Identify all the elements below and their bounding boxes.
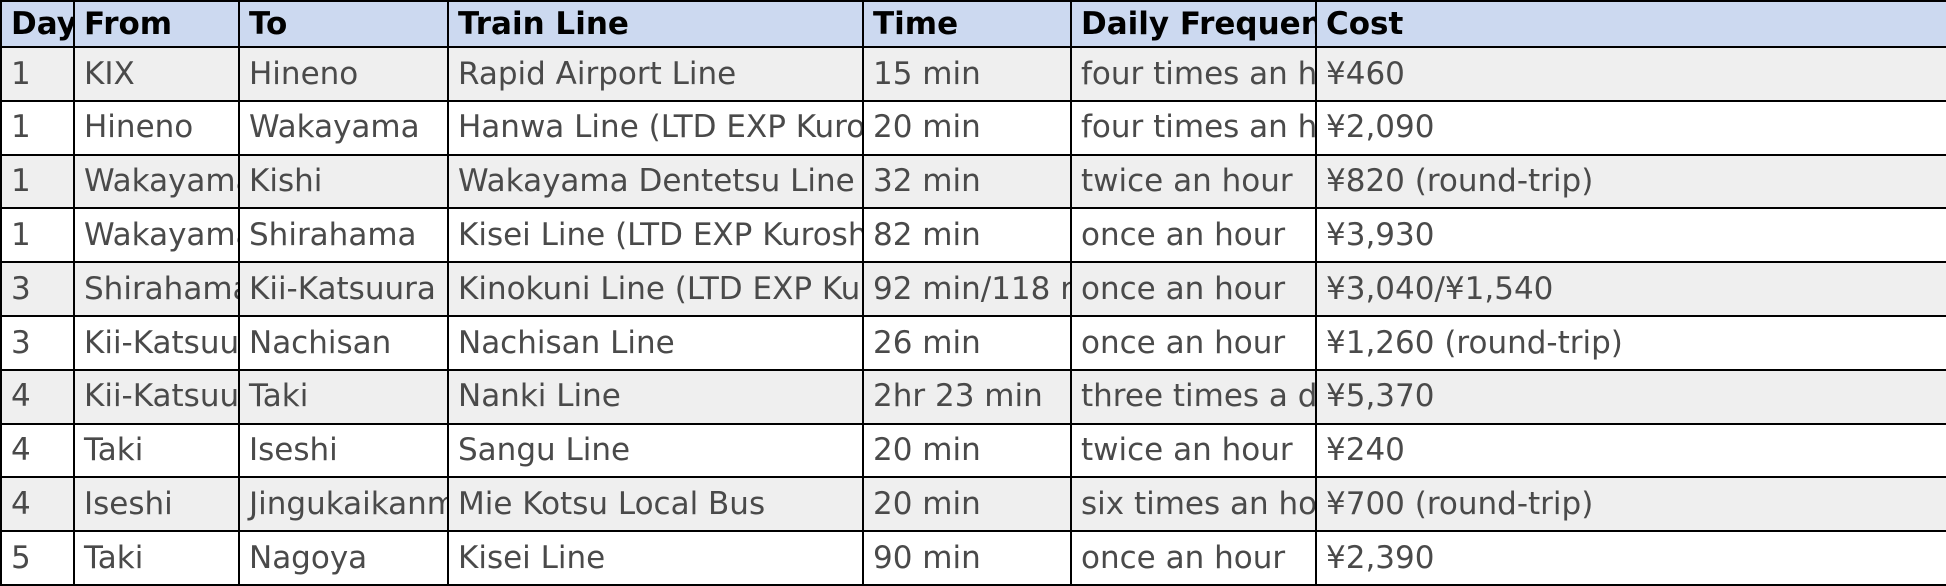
cell-cost: ¥700 (round-trip) (1315, 476, 1946, 533)
cell-time: 32 min (862, 153, 1072, 210)
table-row[interactable]: 5 Taki Nagoya Kisei Line 90 min once an … (0, 530, 1946, 586)
cell-time: 90 min (862, 530, 1072, 586)
cell-day: 4 (0, 368, 75, 425)
cell-to: Iseshi (238, 422, 449, 479)
cell-day: 1 (0, 46, 75, 102)
cell-to: Hineno (238, 46, 449, 102)
table-row[interactable]: 4 Taki Iseshi Sangu Line 20 min twice an… (0, 422, 1946, 479)
cell-day: 5 (0, 530, 75, 586)
cell-train-line: Rapid Airport Line (447, 46, 864, 102)
cell-daily-frequency: once an hour (1070, 207, 1317, 264)
cell-from: Taki (73, 422, 240, 479)
table-row[interactable]: 4 Kii-Katsuura Taki Nanki Line 2hr 23 mi… (0, 368, 1946, 425)
cell-time: 15 min (862, 46, 1072, 102)
table-header: Day From To Train Line Time Daily Freque… (0, 0, 1946, 48)
cell-from: Wakayama (73, 153, 240, 210)
cell-day: 4 (0, 476, 75, 533)
cell-time: 92 min/118 min (862, 261, 1072, 317)
cell-from: Kii-Katsuura (73, 314, 240, 371)
cell-to: Kishi (238, 153, 449, 210)
cell-to: Nagoya (238, 530, 449, 586)
cell-daily-frequency: four times an hour (1070, 99, 1317, 156)
cell-time: 20 min (862, 99, 1072, 156)
table-row[interactable]: 1 Hineno Wakayama Hanwa Line (LTD EXP Ku… (0, 99, 1946, 156)
cell-to: Nachisan (238, 314, 449, 371)
cell-cost: ¥1,260 (round-trip) (1315, 314, 1946, 371)
cell-day: 3 (0, 261, 75, 317)
cell-cost: ¥460 (1315, 46, 1946, 102)
cell-time: 20 min (862, 422, 1072, 479)
cell-train-line: Kinokuni Line (LTD EXP Kuroshio) (447, 261, 864, 317)
column-header-train-line[interactable]: Train Line (447, 0, 864, 48)
cell-from: Kii-Katsuura (73, 368, 240, 425)
column-header-time[interactable]: Time (862, 0, 1072, 48)
cell-time: 82 min (862, 207, 1072, 264)
cell-cost: ¥3,930 (1315, 207, 1946, 264)
cell-cost: ¥5,370 (1315, 368, 1946, 425)
cell-daily-frequency: three times a day (1070, 368, 1317, 425)
cell-train-line: Hanwa Line (LTD EXP Kuroshio) (447, 99, 864, 156)
cell-to: Shirahama (238, 207, 449, 264)
cell-day: 1 (0, 99, 75, 156)
cell-train-line: Wakayama Dentetsu Line (447, 153, 864, 210)
cell-from: KIX (73, 46, 240, 102)
table-row[interactable]: 4 Iseshi Jingukaikanmae Mie Kotsu Local … (0, 476, 1946, 533)
column-header-from[interactable]: From (73, 0, 240, 48)
cell-train-line: Nanki Line (447, 368, 864, 425)
cell-day: 1 (0, 153, 75, 210)
header-row: Day From To Train Line Time Daily Freque… (0, 0, 1946, 48)
cell-to: Kii-Katsuura (238, 261, 449, 317)
cell-from: Taki (73, 530, 240, 586)
column-header-cost[interactable]: Cost (1315, 0, 1946, 48)
cell-daily-frequency: once an hour (1070, 314, 1317, 371)
cell-train-line: Kisei Line (LTD EXP Kuroshio) (447, 207, 864, 264)
cell-time: 2hr 23 min (862, 368, 1072, 425)
table-row[interactable]: 3 Shirahama Kii-Katsuura Kinokuni Line (… (0, 261, 1946, 317)
cell-train-line: Nachisan Line (447, 314, 864, 371)
column-header-day[interactable]: Day (0, 0, 75, 48)
cell-time: 20 min (862, 476, 1072, 533)
cell-day: 3 (0, 314, 75, 371)
cell-cost: ¥2,390 (1315, 530, 1946, 586)
cell-to: Taki (238, 368, 449, 425)
cell-cost: ¥3,040/¥1,540 (1315, 261, 1946, 317)
cell-from: Hineno (73, 99, 240, 156)
column-header-to[interactable]: To (238, 0, 449, 48)
table-body: 1 KIX Hineno Rapid Airport Line 15 min f… (0, 46, 1946, 586)
cell-daily-frequency: six times an hour (1070, 476, 1317, 533)
cell-cost: ¥240 (1315, 422, 1946, 479)
cell-from: Shirahama (73, 261, 240, 317)
table-row[interactable]: 1 Wakayama Shirahama Kisei Line (LTD EXP… (0, 207, 1946, 264)
cell-to: Jingukaikanmae (238, 476, 449, 533)
cell-train-line: Kisei Line (447, 530, 864, 586)
cell-cost: ¥820 (round-trip) (1315, 153, 1946, 210)
table-row[interactable]: 1 KIX Hineno Rapid Airport Line 15 min f… (0, 46, 1946, 102)
cell-day: 1 (0, 207, 75, 264)
cell-daily-frequency: once an hour (1070, 530, 1317, 586)
cell-train-line: Mie Kotsu Local Bus (447, 476, 864, 533)
cell-from: Iseshi (73, 476, 240, 533)
cell-daily-frequency: twice an hour (1070, 422, 1317, 479)
cell-daily-frequency: four times an hour (1070, 46, 1317, 102)
cell-daily-frequency: twice an hour (1070, 153, 1317, 210)
cell-daily-frequency: once an hour (1070, 261, 1317, 317)
cell-train-line: Sangu Line (447, 422, 864, 479)
cell-from: Wakayama (73, 207, 240, 264)
cell-time: 26 min (862, 314, 1072, 371)
cell-cost: ¥2,090 (1315, 99, 1946, 156)
cell-day: 4 (0, 422, 75, 479)
table-row[interactable]: 1 Wakayama Kishi Wakayama Dentetsu Line … (0, 153, 1946, 210)
cell-to: Wakayama (238, 99, 449, 156)
table-row[interactable]: 3 Kii-Katsuura Nachisan Nachisan Line 26… (0, 314, 1946, 371)
column-header-daily-frequency[interactable]: Daily Frequency (1070, 0, 1317, 48)
